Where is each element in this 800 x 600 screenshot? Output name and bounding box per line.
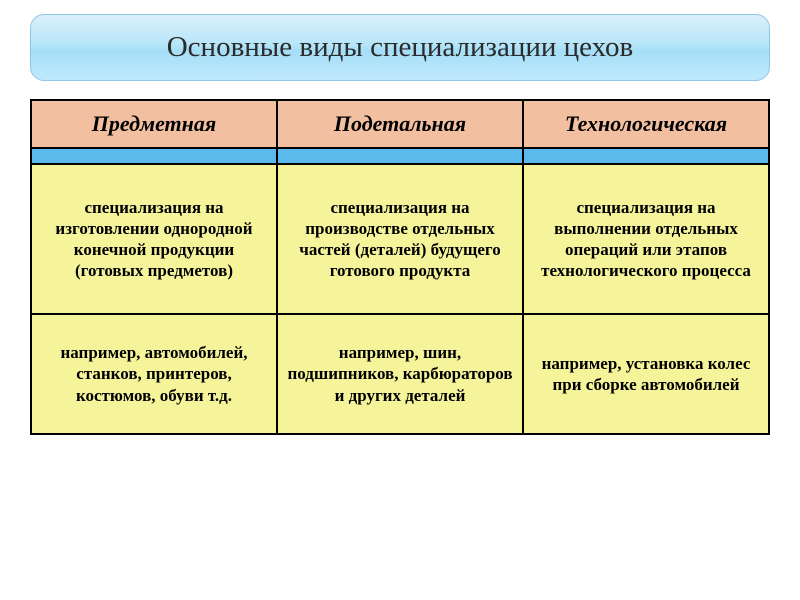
slide-title: Основные виды специализации цехов xyxy=(167,31,634,63)
col-header-2: Подетальная xyxy=(277,100,523,148)
desc-cell-3: специализация на выполнении отдельных оп… xyxy=(523,164,769,314)
ex-cell-2: например, шин, подшипников, карбюраторов… xyxy=(277,314,523,434)
stripe-cell xyxy=(277,148,523,164)
example-row: например, автомобилей, станков, принтеро… xyxy=(31,314,769,434)
col-header-1: Предметная xyxy=(31,100,277,148)
desc-cell-1: специализация на изготовлении однородной… xyxy=(31,164,277,314)
title-box: Основные виды специализации цехов xyxy=(30,14,770,81)
ex-cell-1: например, автомобилей, станков, принтеро… xyxy=(31,314,277,434)
stripe-row xyxy=(31,148,769,164)
col-header-3: Технологическая xyxy=(523,100,769,148)
desc-cell-2: специализация на производстве отдельных … xyxy=(277,164,523,314)
slide: Основные виды специализации цехов Предме… xyxy=(0,0,800,600)
table-header-row: Предметная Подетальная Технологическая xyxy=(31,100,769,148)
description-row: специализация на изготовлении однородной… xyxy=(31,164,769,314)
specialization-table: Предметная Подетальная Технологическая с… xyxy=(30,99,770,435)
stripe-cell xyxy=(523,148,769,164)
stripe-cell xyxy=(31,148,277,164)
ex-cell-3: например, установка колес при сборке авт… xyxy=(523,314,769,434)
